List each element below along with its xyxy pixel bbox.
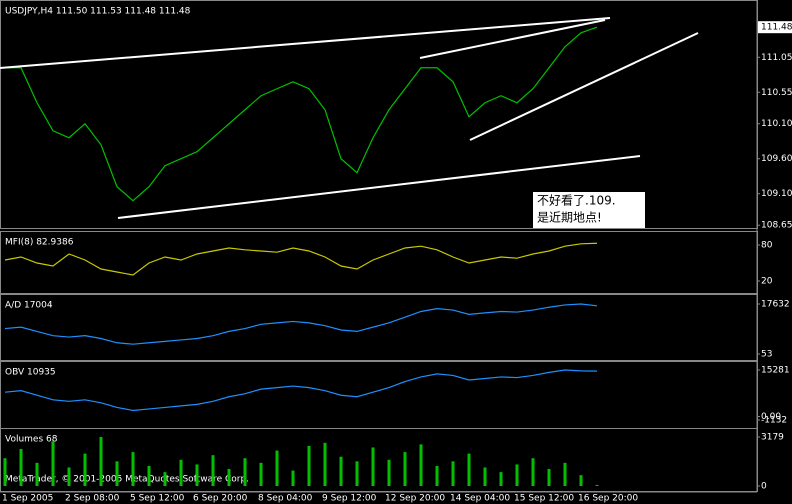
x-tick-label: 12 Sep 20:00	[385, 494, 445, 504]
pane-frame	[0, 428, 758, 492]
pane-title: MFI(8) 82.9386	[5, 238, 74, 248]
x-tick-label: 5 Sep 12:00	[130, 494, 185, 504]
annotation-box	[533, 192, 645, 228]
pane-frame	[0, 231, 758, 294]
x-tick-label: 1 Sep 2005	[2, 494, 53, 504]
y-tick-label: 20	[761, 277, 773, 287]
pane-title: USDJPY,H4 111.50 111.53 111.48 111.48	[5, 7, 191, 17]
series-line	[4, 303, 598, 345]
pane-frame	[0, 294, 758, 361]
y-tick-label: 110.55	[761, 88, 792, 98]
y-tick-label: 17632	[761, 300, 790, 310]
x-tick-label: 6 Sep 20:00	[193, 494, 248, 504]
x-tick-label: 2 Sep 08:00	[65, 494, 120, 504]
y-tick-label: 80	[761, 241, 773, 251]
trend-line	[469, 32, 699, 141]
x-tick-label: 14 Sep 04:00	[450, 494, 510, 504]
x-tick-label: 8 Sep 04:00	[258, 494, 313, 504]
pane-frame	[0, 0, 758, 229]
pane-title: OBV 10935	[5, 368, 56, 378]
series-line	[4, 369, 598, 412]
trend-line	[419, 19, 606, 59]
trend-line	[0, 17, 611, 69]
x-tick-label: 16 Sep 20:00	[578, 494, 638, 504]
copyright: MetaTrader, © 2001-2005 MetaQuotes Softw…	[5, 475, 249, 485]
x-tick-label: 9 Sep 12:00	[322, 494, 377, 504]
series-line	[5, 26, 598, 202]
y-tick-label: -1132	[761, 416, 787, 426]
price-box	[758, 21, 792, 34]
y-tick-label: 108.65	[761, 221, 792, 231]
y-tick-label: 109.60	[761, 154, 792, 164]
annotation-text: 不好看了.109.	[537, 194, 616, 208]
x-tick-label: 15 Sep 12:00	[514, 494, 574, 504]
y-tick-label: 0	[761, 481, 767, 491]
y-tick-label: 109.10	[761, 189, 792, 199]
y-tick-label: 111.48	[761, 23, 792, 33]
annotation-text: 是近期地点!	[537, 211, 602, 225]
y-tick-label: 110.10	[761, 119, 792, 129]
y-tick-label: 0.00	[761, 412, 781, 422]
y-tick-label: 53	[761, 349, 772, 359]
y-tick-label: 3179	[761, 432, 784, 442]
series-line	[4, 242, 598, 276]
pane-title: Volumes 68	[5, 435, 58, 445]
trend-line	[117, 155, 641, 219]
y-tick-label: 15281	[761, 365, 790, 375]
y-tick-label: 111.05	[761, 53, 792, 63]
pane-title: A/D 17004	[5, 301, 53, 311]
